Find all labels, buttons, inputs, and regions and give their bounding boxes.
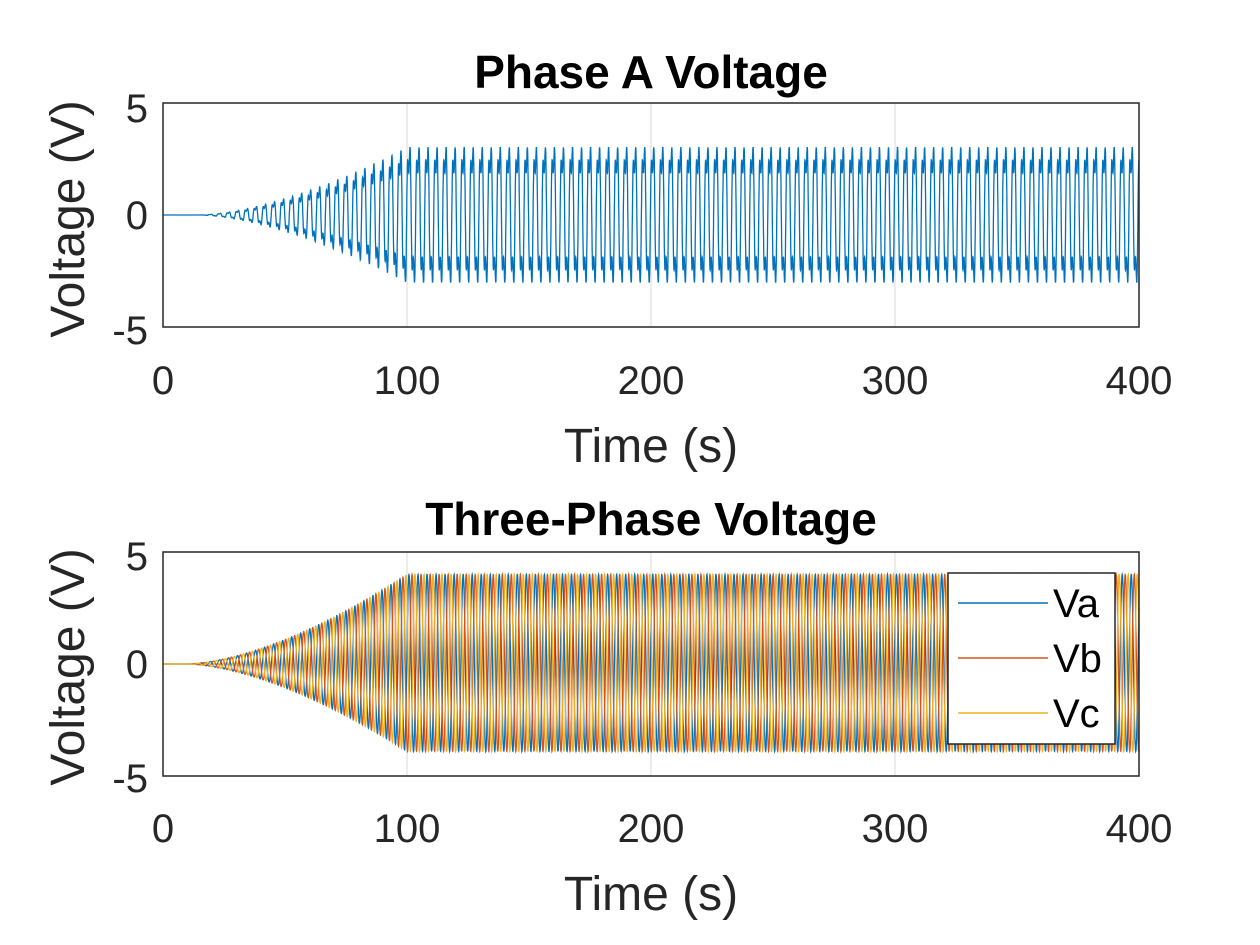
legend-label-vc: Vc xyxy=(1053,692,1100,736)
x-axis-label-2: Time (s) xyxy=(564,868,738,921)
y-tick-label: -5 xyxy=(112,757,148,801)
y-axis-label-1: Voltage (V) xyxy=(42,100,95,337)
x-tick-label: 0 xyxy=(152,359,174,403)
axes-box-1 xyxy=(162,102,1140,328)
chart-title-1: Phase A Voltage xyxy=(474,46,828,98)
x-tick-label: 400 xyxy=(1106,807,1173,851)
chart-three-phase: Three-Phase Voltage 5 0 -5 0 100 200 300… xyxy=(42,493,1172,921)
y-tick-label: 0 xyxy=(126,194,148,238)
series-line-va xyxy=(163,147,1140,283)
y-axis-label-2: Voltage (V) xyxy=(42,548,95,785)
legend: Va Vb Vc xyxy=(947,572,1116,745)
y-tick-label: 5 xyxy=(126,87,148,131)
series-line-vb xyxy=(163,571,1140,754)
x-tick-label: 100 xyxy=(374,359,441,403)
x-tick-label: 300 xyxy=(862,359,929,403)
y-tick-label: 5 xyxy=(126,535,148,579)
x-tick-label: 200 xyxy=(618,359,685,403)
chart-phase-a: Phase A Voltage 5 0 -5 0 100 200 300 400… xyxy=(42,46,1172,473)
x-axis-label-1: Time (s) xyxy=(564,420,738,473)
x-tick-label: 200 xyxy=(618,807,685,851)
x-tick-label: 0 xyxy=(152,807,174,851)
y-tick-label: 0 xyxy=(126,643,148,687)
x-tick-label: 100 xyxy=(374,807,441,851)
y-tick-label: -5 xyxy=(112,309,148,353)
legend-label-vb: Vb xyxy=(1053,637,1102,681)
axes-box-2 xyxy=(162,551,1140,777)
x-tick-label: 400 xyxy=(1106,359,1173,403)
series-group-1 xyxy=(163,147,1140,283)
x-tick-label: 300 xyxy=(862,807,929,851)
chart-title-2: Three-Phase Voltage xyxy=(425,493,877,545)
legend-label-va: Va xyxy=(1053,582,1100,626)
